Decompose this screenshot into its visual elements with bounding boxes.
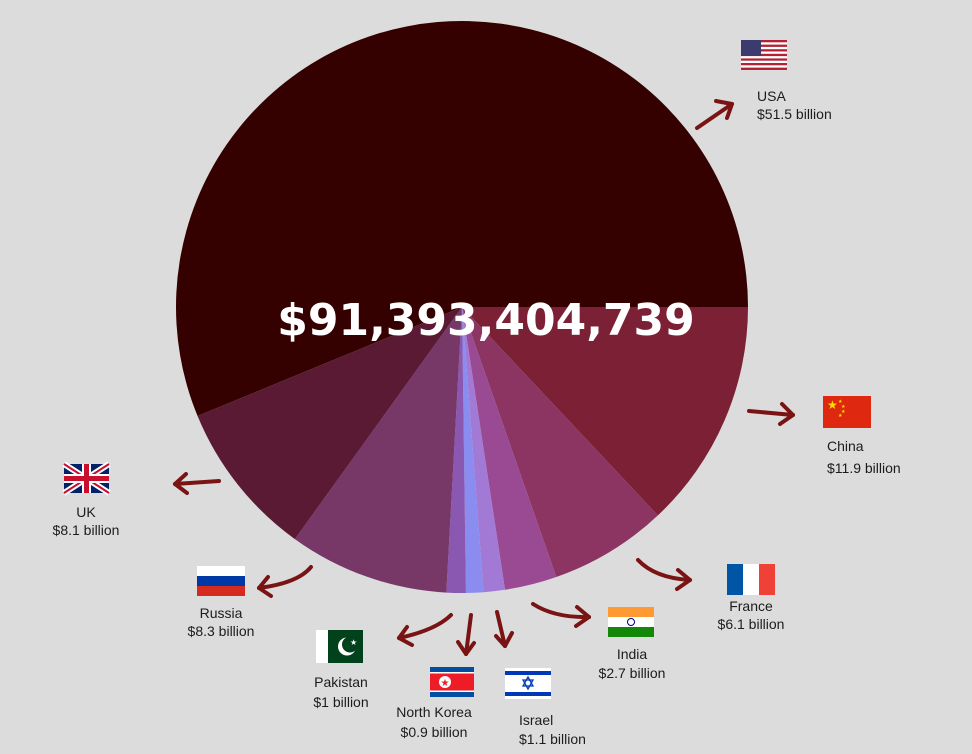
arrow-pakistan bbox=[397, 613, 453, 647]
label-value: $0.9 billion bbox=[401, 724, 468, 740]
pie-slice-russia bbox=[294, 307, 462, 593]
arrow-china bbox=[747, 402, 795, 426]
pie-slice-france bbox=[462, 307, 658, 577]
pie-slice-usa bbox=[175, 21, 748, 416]
usa-flag-icon bbox=[741, 40, 787, 70]
label-name: Russia bbox=[200, 605, 243, 621]
svg-text:★: ★ bbox=[841, 409, 846, 415]
label-value: $6.1 billion bbox=[718, 616, 785, 632]
label-value: $8.3 billion bbox=[188, 623, 255, 639]
israel-flag-icon bbox=[505, 668, 551, 699]
arrow-india bbox=[531, 602, 591, 628]
pie-slice-india bbox=[462, 307, 557, 590]
label-name: China bbox=[827, 438, 864, 454]
arrow-uk bbox=[173, 472, 221, 495]
france-flag-icon bbox=[727, 564, 775, 595]
label-russia: Russia $8.3 billion bbox=[188, 605, 255, 639]
north-korea-flag-icon: ★ bbox=[430, 667, 474, 697]
label-value: $11.9 billion bbox=[827, 460, 901, 476]
arrow-russia bbox=[257, 565, 313, 598]
pie-slice-china bbox=[462, 307, 748, 516]
label-name: UK bbox=[76, 504, 96, 520]
pie-slices bbox=[175, 21, 748, 593]
label-value: $1.1 billion bbox=[519, 731, 586, 747]
label-value: $1 billion bbox=[313, 694, 368, 710]
label-value: $8.1 billion bbox=[53, 522, 120, 538]
arrow-france bbox=[636, 558, 692, 591]
pie-slice-north-korea bbox=[462, 307, 484, 593]
label-pakistan: Pakistan $1 billion bbox=[313, 674, 368, 710]
label-name: USA bbox=[757, 88, 786, 104]
svg-text:★: ★ bbox=[841, 404, 846, 410]
china-flag-icon: ★ ★ ★ ★ ★ bbox=[823, 396, 871, 428]
pie-slice-israel bbox=[462, 307, 505, 593]
total-label: $91,393,404,739 bbox=[277, 295, 695, 346]
label-name: North Korea bbox=[396, 704, 472, 720]
pie-slice-pakistan bbox=[446, 307, 466, 593]
pie-slice-uk bbox=[197, 307, 462, 540]
russia-flag-icon bbox=[197, 566, 245, 596]
uk-flag-icon bbox=[62, 461, 111, 496]
label-value: $51.5 billion bbox=[757, 106, 832, 122]
label-uk: UK $8.1 billion bbox=[53, 504, 120, 538]
label-value: $2.7 billion bbox=[599, 665, 666, 681]
arrows bbox=[173, 99, 795, 656]
svg-text:★: ★ bbox=[441, 678, 450, 689]
svg-text:★: ★ bbox=[827, 398, 838, 412]
label-name: Israel bbox=[519, 712, 553, 728]
label-india: India $2.7 billion bbox=[599, 646, 666, 681]
label-north-korea: North Korea $0.9 billion bbox=[396, 704, 472, 740]
india-flag-icon bbox=[608, 607, 654, 637]
svg-text:★: ★ bbox=[350, 638, 357, 647]
svg-text:★: ★ bbox=[838, 413, 843, 419]
label-usa: USA $51.5 billion bbox=[757, 88, 832, 122]
pakistan-flag-icon: ★ bbox=[316, 630, 363, 663]
label-name: France bbox=[729, 598, 773, 614]
arrow-israel bbox=[494, 610, 514, 648]
label-name: India bbox=[617, 646, 648, 662]
label-france: France $6.1 billion bbox=[718, 598, 785, 632]
arrow-north-korea bbox=[456, 613, 476, 656]
label-name: Pakistan bbox=[314, 674, 368, 690]
label-israel: Israel $1.1 billion bbox=[519, 712, 586, 747]
label-china: China $11.9 billion bbox=[827, 438, 901, 476]
svg-text:★: ★ bbox=[838, 399, 843, 405]
arrow-usa bbox=[695, 99, 734, 130]
